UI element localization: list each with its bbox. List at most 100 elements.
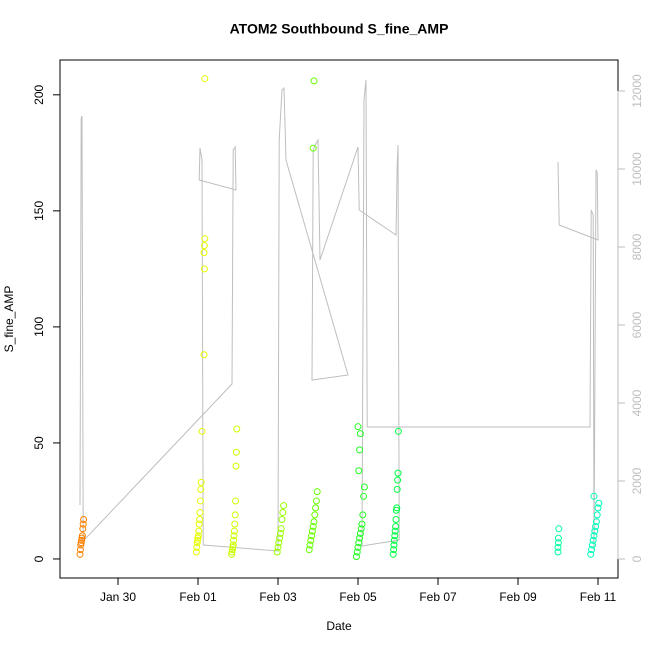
y2-tick-label: 2000 [630, 467, 644, 494]
point [591, 527, 599, 535]
point [355, 467, 363, 475]
point [200, 242, 208, 250]
point [588, 541, 596, 549]
y2-tick-label: 6000 [630, 311, 644, 338]
point [197, 478, 205, 486]
y-tick-label: 0 [32, 555, 46, 562]
point [394, 476, 402, 484]
point [352, 553, 360, 561]
point [198, 427, 206, 435]
point [232, 448, 240, 456]
point [353, 548, 361, 556]
point [273, 548, 281, 556]
point [354, 543, 362, 551]
point [590, 492, 598, 500]
point [356, 529, 364, 537]
point [554, 548, 562, 556]
point [192, 548, 200, 556]
point [79, 525, 87, 533]
point [356, 430, 364, 438]
point [195, 527, 203, 535]
point [305, 546, 313, 554]
point [276, 534, 284, 542]
point [391, 532, 399, 540]
series-line [79, 79, 599, 552]
point [310, 518, 318, 526]
y2-tick-label: 12000 [630, 74, 644, 108]
x-tick-label: Feb 07 [419, 590, 457, 604]
point [355, 539, 363, 547]
point [276, 529, 284, 537]
point [360, 492, 368, 500]
point [193, 543, 201, 551]
point [589, 536, 597, 544]
point [394, 427, 402, 435]
x-tick-label: Feb 05 [339, 590, 377, 604]
point [277, 525, 285, 533]
point [231, 520, 239, 528]
point [308, 532, 316, 540]
point [78, 532, 86, 540]
point [194, 532, 202, 540]
y2-tick-label: 4000 [630, 389, 644, 416]
point [389, 550, 397, 558]
point [594, 504, 602, 512]
point [200, 249, 208, 257]
point [307, 536, 315, 544]
point [358, 520, 366, 528]
plot-frame [59, 59, 619, 579]
y-tick-label: 100 [32, 317, 46, 337]
chart-title: ATOM2 Southbound S_fine_AMP [230, 21, 449, 37]
point [280, 502, 288, 510]
point [554, 534, 562, 542]
point [311, 511, 319, 519]
point [230, 536, 238, 544]
y2-tick-label: 0 [630, 555, 644, 562]
point [310, 77, 318, 85]
point [357, 525, 365, 533]
point [231, 511, 239, 519]
point [554, 539, 562, 547]
point [392, 522, 400, 530]
point [196, 509, 204, 517]
point [306, 541, 314, 549]
point [230, 527, 238, 535]
point [592, 518, 600, 526]
point [391, 527, 399, 535]
point [354, 423, 362, 431]
point [76, 546, 84, 554]
point [313, 488, 321, 496]
point [394, 469, 402, 477]
point [196, 516, 204, 524]
point [359, 511, 367, 519]
y2-tick-label: 8000 [630, 233, 644, 260]
y2-tick-label: 10000 [630, 152, 644, 186]
y-axis-label: S_fine_AMP [2, 286, 16, 353]
point [197, 485, 205, 493]
point [275, 539, 283, 547]
point [587, 550, 595, 558]
x-tick-label: Feb 01 [179, 590, 217, 604]
point [312, 504, 320, 512]
point [392, 516, 400, 524]
point [390, 546, 398, 554]
y-tick-label: 150 [32, 201, 46, 221]
y-tick-label: 50 [32, 436, 46, 450]
point [274, 543, 282, 551]
x-tick-label: Feb 11 [580, 590, 617, 604]
point [195, 520, 203, 528]
point [590, 532, 598, 540]
point [360, 483, 368, 491]
point [393, 485, 401, 493]
point [390, 541, 398, 549]
y-tick-label: 200 [32, 84, 46, 104]
point [309, 144, 317, 152]
point [554, 543, 562, 551]
point [232, 497, 240, 505]
point [200, 351, 208, 359]
point [230, 532, 238, 540]
point [233, 425, 241, 433]
x-axis-label: Date [326, 619, 352, 633]
point [308, 527, 316, 535]
